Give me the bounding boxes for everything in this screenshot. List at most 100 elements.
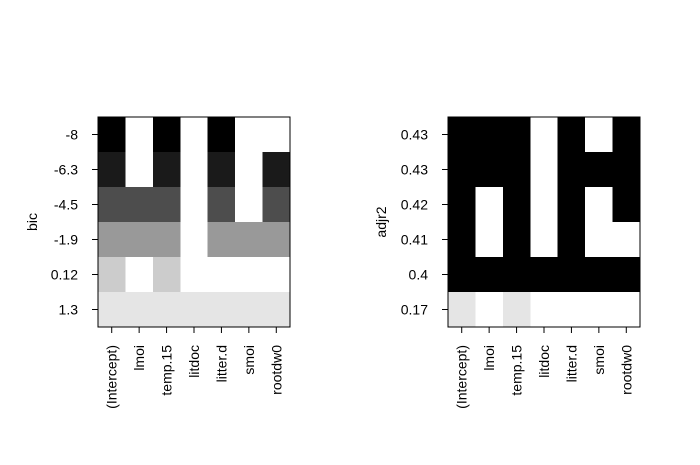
y-tick-label: 0.12 [51,267,78,283]
heatmap-cell [152,222,181,258]
y-tick-label: -1.9 [54,232,78,248]
heatmap-cell [262,222,291,258]
heatmap-cell [502,222,531,258]
heatmap-cell [262,187,291,223]
heatmap-cell [530,292,559,328]
heatmap-cell [585,292,613,328]
heatmap-cell [557,187,586,223]
heatmap-cell [207,152,236,188]
heatmap-cell [235,117,263,153]
heatmap-cell [262,152,291,188]
adjr2-heatmap-panel: 0.43 0.43 0.42 0.41 0.4 0.17 (Intercept) lmoi te… [373,116,641,409]
heatmap-cell [612,257,641,293]
y-tick-label: -4.5 [54,197,78,213]
y-axis-label: bic [24,213,40,231]
column-label: smoi [241,345,257,375]
heatmap-cell [612,152,641,188]
heatmap-cell [152,117,181,153]
heatmap-cell [557,292,586,328]
heatmap-cell [152,187,181,223]
heatmap-cell [585,222,613,258]
column-label: lmoi [131,345,147,371]
heatmap-cell [235,292,263,328]
y-tick-label: 0.4 [409,267,429,283]
column-label: lmoi [481,345,497,371]
heatmap-cell [612,187,641,223]
heatmap-cell [152,257,181,293]
heatmap-cell [180,257,209,293]
heatmap-cell [125,152,154,188]
heatmap-cell [235,222,263,258]
column-label: temp.15 [509,345,525,396]
heatmap-cell [612,292,641,328]
heatmap-cell [98,257,126,293]
heatmap-cell [98,292,126,328]
heatmap-cell [448,257,476,293]
column-label: litter.d [213,345,229,382]
heatmap-cell [530,187,559,223]
heatmap-cell [475,117,504,153]
heatmap-cell [612,222,641,258]
heatmap-cell [125,117,154,153]
heatmap-cell [180,152,209,188]
heatmap-cell [207,222,236,258]
heatmap-cell [530,117,559,153]
y-tick-label: 0.43 [401,162,428,178]
heatmap-cell [125,257,154,293]
heatmap-cell [180,222,209,258]
column-label: (Intercept) [454,345,470,409]
heatmap-cell [557,257,586,293]
y-tick-label: 0.17 [401,302,428,318]
heatmap-cell [475,292,504,328]
heatmap-cell [557,152,586,188]
heatmap-cell [235,187,263,223]
heatmap-cell [207,187,236,223]
column-label: litdoc [536,345,552,378]
heatmap-cell [475,222,504,258]
heatmap-cell [475,257,504,293]
heatmap-cell [448,152,476,188]
heatmap-cell [475,187,504,223]
heatmap-cell [180,117,209,153]
heatmap-cell [585,152,613,188]
column-label: smoi [591,345,607,375]
heatmap-cell [235,152,263,188]
column-label: (Intercept) [104,345,120,409]
y-tick-label: 0.43 [401,127,428,143]
heatmap-cell [557,222,586,258]
heatmap-cell [152,152,181,188]
y-tick-label: -8 [66,127,79,143]
heatmap-cell [585,187,613,223]
heatmap-cell [585,257,613,293]
heatmap-cell [98,152,126,188]
heatmap-cell [98,222,126,258]
y-tick-label: 0.41 [401,232,428,248]
heatmap-cell [612,117,641,153]
heatmap-cell [502,117,531,153]
heatmap-cell [448,292,476,328]
y-tick-label: 0.42 [401,197,428,213]
heatmap-cell [125,292,154,328]
heatmap-cell [125,187,154,223]
heatmap-cell [207,257,236,293]
column-label: rootdw0 [268,345,284,395]
heatmap-cell [448,222,476,258]
heatmap-cell [448,117,476,153]
heatmap-cell [180,292,209,328]
column-label: temp.15 [159,345,175,396]
heatmap-cell [235,257,263,293]
heatmap-cell [557,117,586,153]
heatmap-cell [262,292,291,328]
heatmap-cell [262,257,291,293]
heatmap-cell [448,187,476,223]
heatmap-cell [98,187,126,223]
heatmap-cell [475,152,504,188]
heatmap-cell [207,292,236,328]
y-axis-label: adjr2 [373,206,389,237]
column-label: rootdw0 [618,345,634,395]
y-tick-label: 1.3 [59,302,79,318]
heatmap-cell [152,292,181,328]
heatmap-cell [530,152,559,188]
heatmap-cell [207,117,236,153]
